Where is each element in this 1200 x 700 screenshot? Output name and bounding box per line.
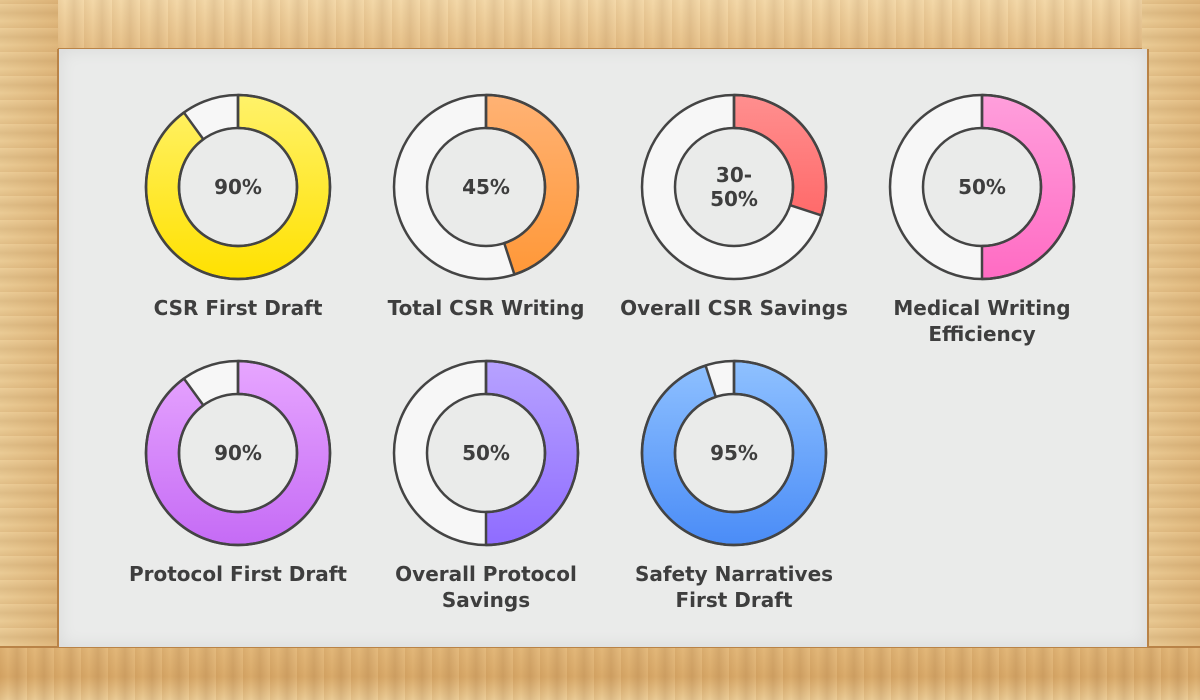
- donut-label: Protocol First Draft: [129, 562, 347, 586]
- donut-label: Safety Narratives: [635, 562, 833, 586]
- donut-value-text: 50%: [710, 187, 758, 211]
- frame-left-rail: [0, 0, 58, 700]
- donut-value-text: 90%: [214, 441, 262, 465]
- frame-bottom-rail: [0, 646, 1200, 700]
- donut-label: First Draft: [675, 588, 792, 612]
- donut-label: CSR First Draft: [154, 296, 323, 320]
- frame-right-rail: [1142, 0, 1200, 700]
- donut-label: Total CSR Writing: [388, 296, 585, 320]
- donut-label: Overall Protocol: [395, 562, 577, 586]
- donut-item: 45% Total CSR Writing: [388, 93, 585, 320]
- donut-label: Efficiency: [928, 322, 1035, 346]
- donut-value-text: 30-: [716, 163, 752, 187]
- donut-value-text: 50%: [958, 175, 1006, 199]
- donut-label: Savings: [442, 588, 530, 612]
- donut-item: 90% CSR First Draft: [144, 93, 332, 320]
- donut-item: 30-50% Overall CSR Savings: [620, 93, 848, 320]
- whiteboard: [57, 49, 1149, 647]
- donut-value-text: 95%: [710, 441, 758, 465]
- donut-value-text: 50%: [462, 441, 510, 465]
- donut-value-text: 45%: [462, 175, 510, 199]
- donut-label: Medical Writing: [893, 296, 1070, 320]
- donut-value-text: 90%: [214, 175, 262, 199]
- donut-label: Overall CSR Savings: [620, 296, 848, 320]
- donut-item: 90% Protocol First Draft: [129, 359, 347, 586]
